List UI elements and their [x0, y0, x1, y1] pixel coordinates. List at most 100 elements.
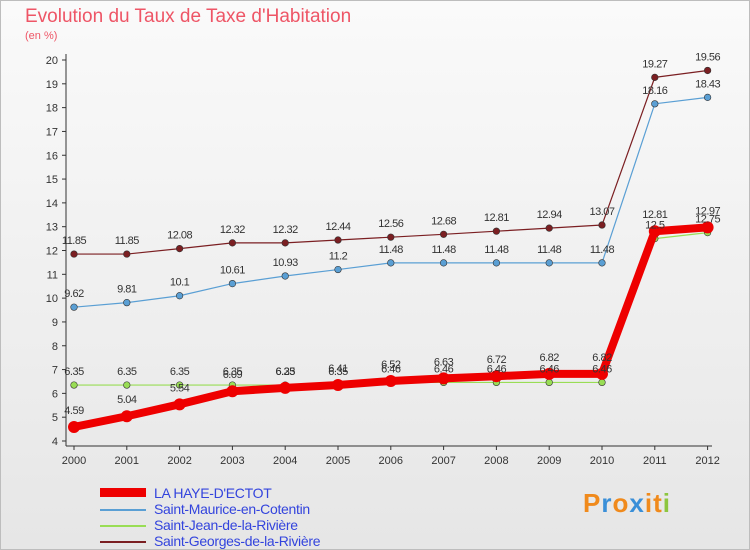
y-tick-label: 18 — [46, 103, 58, 115]
data-point — [543, 367, 556, 380]
data-point — [598, 221, 606, 229]
data-point — [228, 279, 236, 288]
data-point — [490, 370, 503, 383]
data-label: 11.2 — [329, 251, 348, 263]
data-point — [648, 225, 661, 238]
data-label: 5.54 — [170, 382, 190, 394]
data-point — [387, 233, 395, 241]
data-point — [703, 66, 712, 75]
data-point — [70, 250, 78, 258]
data-label: 6.35 — [223, 366, 243, 378]
y-tick-label: 6 — [52, 388, 58, 400]
data-label: 11.48 — [379, 244, 404, 256]
data-label: 12.56 — [378, 218, 403, 230]
data-label: 12.81 — [642, 209, 667, 221]
data-label: 6.23 — [275, 366, 295, 378]
x-tick-label: 2006 — [379, 455, 403, 467]
y-tick-label: 4 — [52, 436, 58, 448]
data-point — [703, 93, 712, 101]
data-label: 11.48 — [590, 244, 615, 256]
data-label: 11.85 — [62, 235, 87, 247]
y-tick-label: 5 — [52, 412, 58, 424]
y-axis-unit: (en %) — [25, 30, 58, 42]
data-label: 12.32 — [273, 224, 298, 236]
data-label: 11.48 — [537, 244, 562, 256]
logo-letter: P — [583, 488, 602, 518]
data-point — [701, 221, 714, 234]
y-tick-label: 13 — [46, 222, 58, 234]
data-label: 6.35 — [64, 366, 84, 378]
data-label: 12.94 — [537, 209, 562, 221]
data-label: 6.35 — [117, 366, 137, 378]
data-label: 12.5 — [645, 220, 665, 232]
y-tick-label: 15 — [46, 174, 58, 186]
data-label: 12.68 — [431, 215, 456, 227]
data-point — [387, 259, 395, 267]
y-tick-label: 14 — [46, 198, 58, 210]
data-label: 6.46 — [487, 363, 507, 375]
y-tick-label: 16 — [46, 150, 58, 162]
legend-swatch — [100, 509, 146, 511]
data-label: 18.43 — [695, 78, 720, 90]
data-label: 13.07 — [589, 206, 614, 218]
data-label: 5.04 — [117, 394, 137, 406]
data-label: 6.46 — [434, 363, 454, 375]
data-label: 10.93 — [273, 257, 298, 269]
data-label: 12.75 — [695, 214, 720, 226]
data-point — [176, 292, 184, 300]
y-tick-label: 9 — [52, 317, 58, 329]
data-point — [545, 259, 553, 267]
legend-label: Saint-Maurice-en-Cotentin — [154, 501, 310, 517]
data-point — [281, 239, 289, 247]
legend-label: Saint-Jean-de-la-Rivière — [154, 517, 298, 533]
data-point — [598, 378, 606, 387]
data-point — [70, 381, 78, 389]
x-tick-label: 2012 — [695, 455, 719, 467]
data-label: 11.48 — [431, 244, 456, 256]
data-point — [226, 385, 239, 398]
legend-label: LA HAYE-D'ECTOT — [154, 485, 272, 501]
x-tick-label: 2004 — [273, 455, 297, 467]
data-label: 12.97 — [695, 205, 720, 217]
data-point — [545, 224, 553, 232]
data-point — [228, 239, 236, 247]
logo-letter: i — [662, 488, 671, 518]
data-point — [334, 265, 342, 274]
legend-swatch — [100, 488, 146, 497]
data-label: 12.32 — [220, 224, 245, 236]
data-label: 6.82 — [539, 352, 559, 364]
data-label: 11.85 — [115, 235, 140, 247]
data-label: 19.56 — [695, 51, 720, 63]
legend-label: Saint-Georges-de-la-Rivière — [154, 533, 321, 549]
data-point — [332, 379, 344, 392]
data-point — [120, 410, 133, 423]
data-label: 6.41 — [328, 363, 348, 375]
logo-letter: x — [629, 488, 645, 518]
x-tick-label: 2009 — [537, 455, 561, 467]
data-label: 6.35 — [275, 366, 295, 378]
data-label: 6.09 — [223, 369, 243, 381]
data-point — [123, 381, 131, 389]
data-point — [596, 367, 608, 380]
data-label: 9.81 — [117, 284, 137, 296]
data-label: 6.63 — [434, 356, 454, 368]
y-tick-label: 10 — [46, 293, 58, 305]
data-label: 6.82 — [592, 352, 612, 364]
logo-letter: i — [644, 488, 654, 518]
data-point — [492, 259, 501, 267]
x-tick-label: 2010 — [590, 455, 614, 467]
data-label: 9.62 — [64, 288, 84, 300]
data-point — [440, 259, 448, 267]
data-point — [173, 398, 186, 411]
x-tick-label: 2002 — [167, 455, 191, 467]
y-tick-label: 8 — [52, 341, 58, 353]
x-tick-label: 2005 — [326, 455, 350, 467]
data-label: 6.35 — [170, 366, 190, 378]
chart-title: Evolution du Taux de Taxe d'Habitation — [25, 6, 352, 27]
data-label: 19.27 — [642, 58, 667, 70]
proxiti-logo: Proxiti — [583, 488, 671, 519]
x-tick-label: 2008 — [484, 455, 508, 467]
y-tick-label: 12 — [46, 246, 58, 258]
